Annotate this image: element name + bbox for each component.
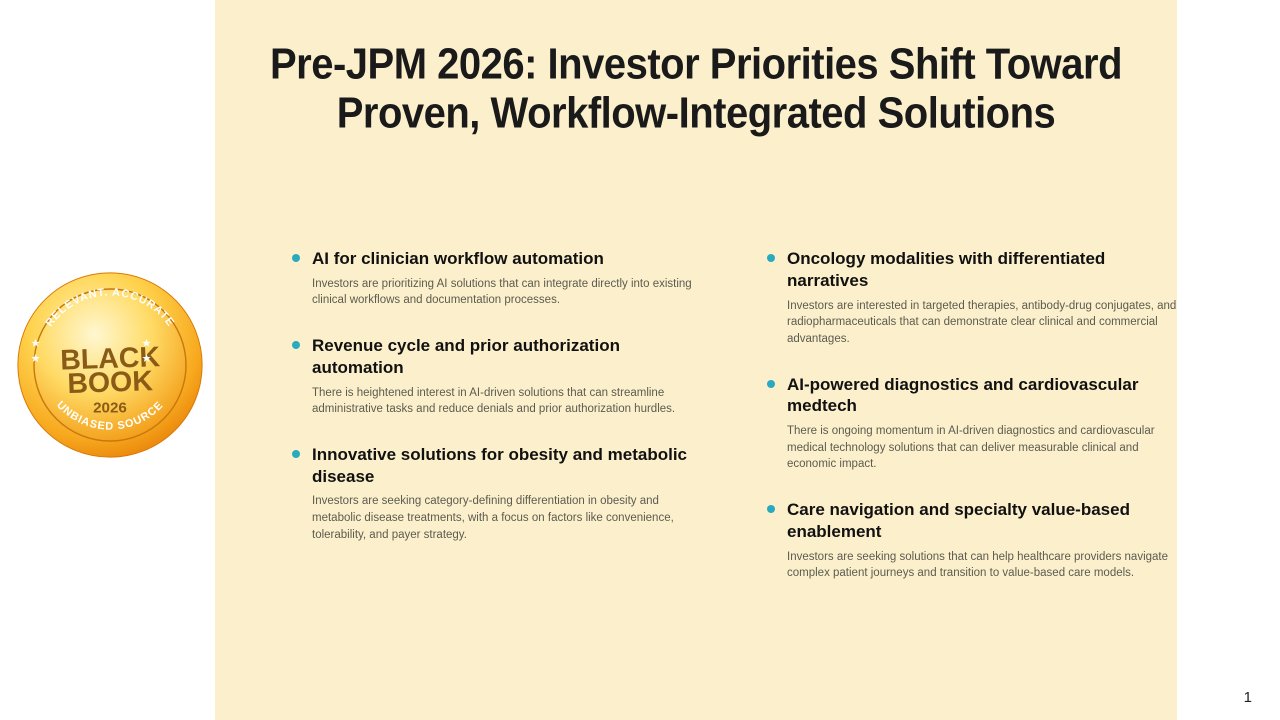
bullet-desc-0-0: Investors are prioritizing AI solutions … (292, 276, 702, 309)
bullet-heading-0-0: AI for clinician workflow automation (292, 248, 702, 270)
bullet-dot-icon (292, 254, 300, 262)
bullet-desc-1-1: There is ongoing momentum in AI-driven d… (767, 423, 1177, 473)
bullet-item-1-1: AI-powered diagnostics and cardiovascula… (767, 374, 1177, 474)
bullet-item-0-0: AI for clinician workflow automation Inv… (292, 248, 702, 309)
bullet-desc-0-2: Investors are seeking category-defining … (292, 493, 702, 543)
bullet-dot-icon (767, 380, 775, 388)
bullet-dot-icon (292, 450, 300, 458)
bullet-columns: AI for clinician workflow automation Inv… (292, 248, 1177, 668)
title-line-1: Pre-JPM 2026: Investor Priorities Shift … (265, 38, 1127, 92)
bullet-column-left: AI for clinician workflow automation Inv… (292, 248, 702, 668)
bullet-item-1-0: Oncology modalities with differentiated … (767, 248, 1177, 348)
bullet-item-0-2: Innovative solutions for obesity and met… (292, 444, 702, 544)
slide-title: Pre-JPM 2026: Investor Priorities Shift … (215, 40, 1177, 138)
bullet-item-1-2: Care navigation and specialty value-base… (767, 499, 1177, 582)
black-book-badge: RELEVANT. ACCURATE UNBIASED SOURCE BLACK… (15, 270, 205, 460)
bullet-desc-1-0: Investors are interested in targeted the… (767, 298, 1177, 348)
bullet-desc-1-2: Investors are seeking solutions that can… (767, 549, 1177, 582)
badge-center-year: 2026 (93, 400, 127, 417)
bullet-dot-icon (767, 505, 775, 513)
bullet-heading-1-2: Care navigation and specialty value-base… (767, 499, 1177, 543)
bullet-heading-0-2: Innovative solutions for obesity and met… (292, 444, 702, 488)
bullet-item-0-1: Revenue cycle and prior authorization au… (292, 335, 702, 418)
bullet-dot-icon (767, 254, 775, 262)
bullet-column-right: Oncology modalities with differentiated … (767, 248, 1177, 668)
bullet-desc-0-1: There is heightened interest in AI-drive… (292, 385, 702, 418)
slide: RELEVANT. ACCURATE UNBIASED SOURCE BLACK… (0, 0, 1280, 720)
black-book-badge-svg: RELEVANT. ACCURATE UNBIASED SOURCE BLACK… (15, 270, 205, 460)
title-line-2: Proven, Workflow-Integrated Solutions (265, 86, 1127, 140)
badge-center-line2: BOOK (67, 365, 154, 400)
bullet-heading-1-0: Oncology modalities with differentiated … (767, 248, 1177, 292)
bullet-dot-icon (292, 341, 300, 349)
bullet-heading-1-1: AI-powered diagnostics and cardiovascula… (767, 374, 1177, 418)
page-number: 1 (1244, 689, 1252, 706)
bullet-heading-0-1: Revenue cycle and prior authorization au… (292, 335, 702, 379)
